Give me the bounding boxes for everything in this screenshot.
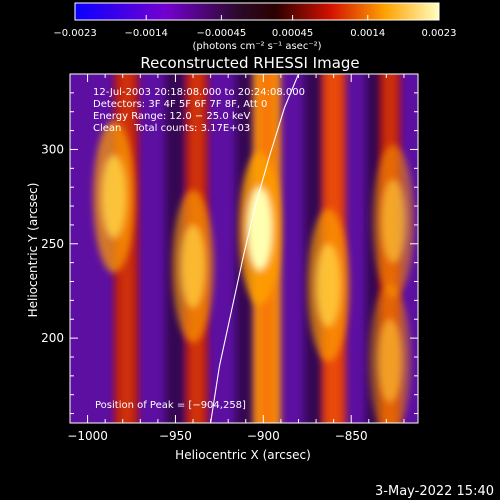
x-tick-label: −950 bbox=[159, 429, 192, 443]
info-annotations: 12-Jul-2003 20:18:08.000 to 20:24:08.000… bbox=[93, 87, 305, 411]
colorbar-unit-label: (photons cm⁻² s⁻¹ asec⁻²) bbox=[192, 41, 321, 52]
solar-limb-curve bbox=[210, 74, 299, 423]
timestamp: 3-May-2022 15:40 bbox=[375, 484, 494, 499]
colorbar-tick-label: 0.0023 bbox=[422, 28, 457, 39]
chart-title: Reconstructed RHESSI Image bbox=[140, 54, 359, 72]
hot-spots bbox=[93, 120, 414, 423]
plot-frame bbox=[69, 73, 419, 424]
colorbar-tick-label: 0.00045 bbox=[272, 28, 313, 39]
hot-spot-core bbox=[377, 319, 403, 403]
annotation-energy-range: Energy Range: 12.0 − 25.0 keV bbox=[93, 111, 250, 122]
x-axis-label: Heliocentric X (arcsec) bbox=[175, 448, 311, 462]
hot-spot-core bbox=[316, 243, 341, 327]
hot-spot-core bbox=[101, 155, 127, 239]
annotation-peak-position: Position of Peak = [−904,258] bbox=[95, 400, 246, 411]
x-axis: −1000 −950 −900 −850 bbox=[67, 74, 405, 443]
colorbar-tick-label: −0.00045 bbox=[197, 28, 247, 39]
y-tick-label: 200 bbox=[41, 331, 64, 345]
heatmap-area bbox=[70, 74, 418, 423]
colorbar-tick-label: 0.0014 bbox=[350, 28, 385, 39]
x-tick-label: −850 bbox=[335, 429, 368, 443]
y-tick-label: 300 bbox=[41, 142, 64, 156]
colorbar-tick-label: −0.0014 bbox=[125, 28, 168, 39]
colorbar-gradient bbox=[74, 2, 440, 21]
colorbar: −0.0023 −0.0014 −0.00045 0.00045 0.0014 0.002… bbox=[53, 2, 457, 52]
colorbar-tick-label: −0.0023 bbox=[53, 28, 96, 39]
annotation-clean-counts: Clean Total counts: 3.17E+03 bbox=[93, 123, 250, 134]
y-axis-label: Heliocentric Y (arcsec) bbox=[26, 183, 40, 318]
annotation-detectors: Detectors: 3F 4F 5F 6F 7F 8F, Att 0 bbox=[93, 99, 267, 110]
y-tick-label: 250 bbox=[41, 237, 64, 251]
x-tick-label: −1000 bbox=[67, 429, 108, 443]
hot-spot-core bbox=[381, 179, 406, 263]
hot-spot-core bbox=[247, 187, 273, 271]
hot-spot-core bbox=[180, 224, 206, 308]
y-axis: 200 250 300 bbox=[41, 73, 418, 415]
x-tick-label: −900 bbox=[247, 429, 280, 443]
annotation-time-range: 12-Jul-2003 20:18:08.000 to 20:24:08.000 bbox=[93, 87, 305, 98]
colorbar-ticks: −0.0023 −0.0014 −0.00045 0.00045 0.0014 0.002… bbox=[53, 15, 457, 39]
